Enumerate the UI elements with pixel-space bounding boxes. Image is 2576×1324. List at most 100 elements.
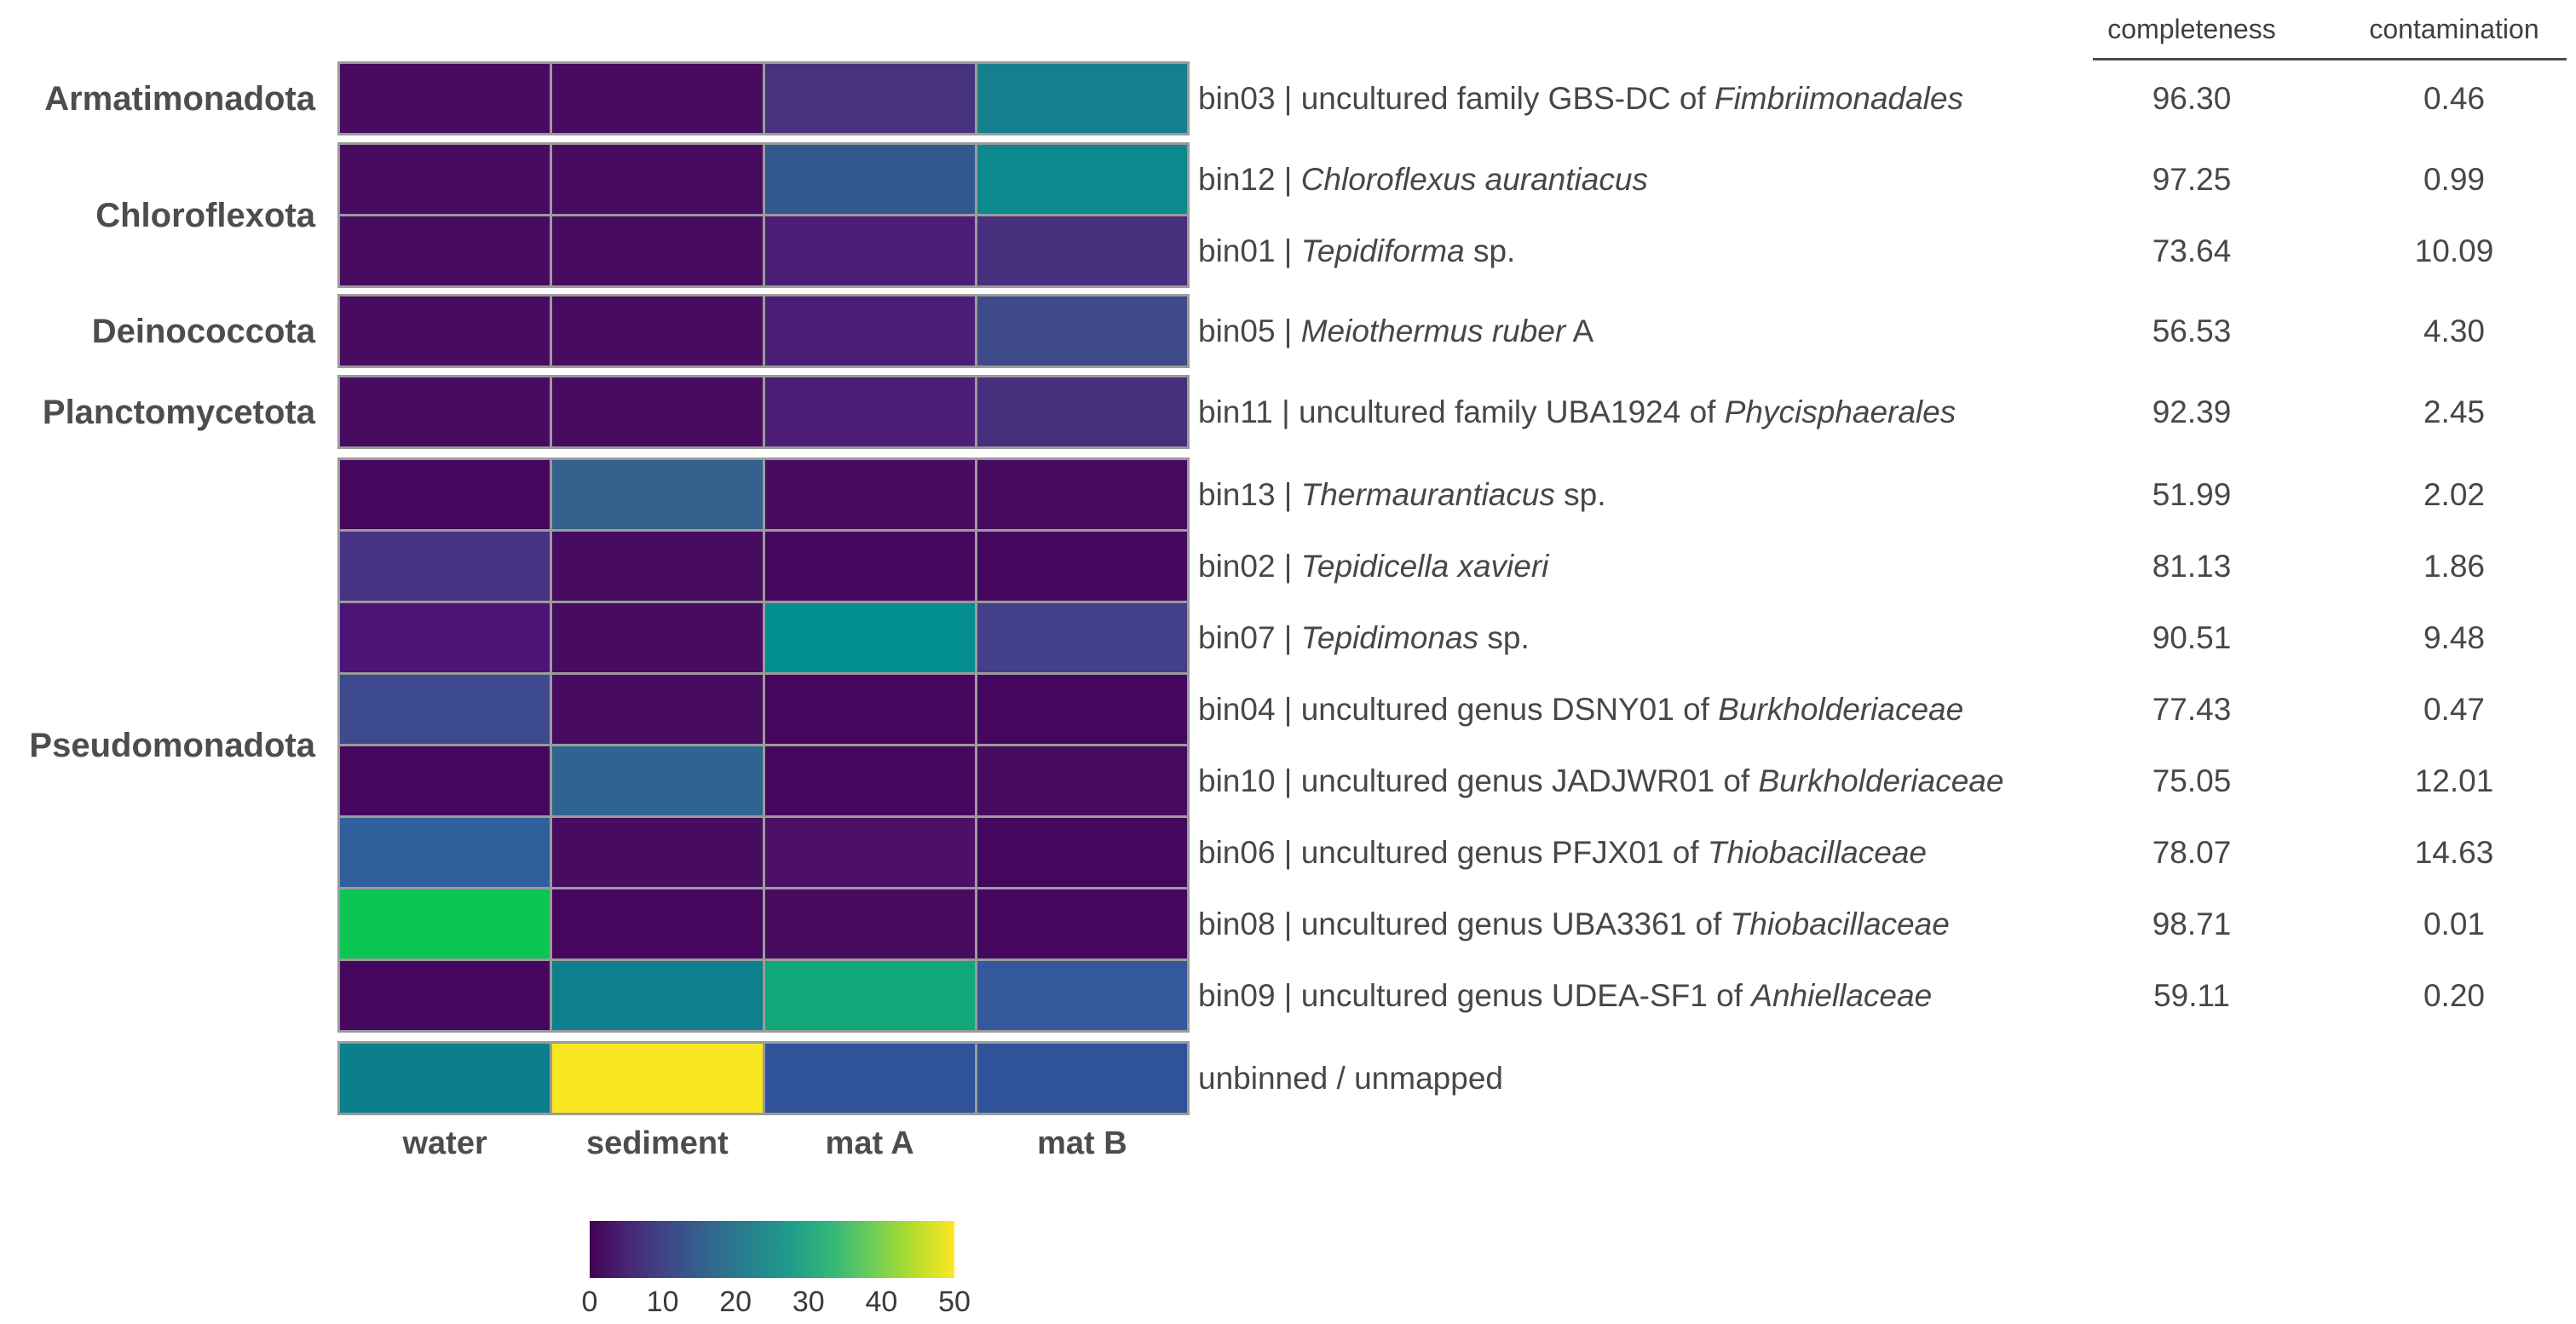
- cell-unbinned-sediment: [552, 1044, 763, 1113]
- bin-label-taxon-italic: Phycisphaerales: [1724, 394, 1956, 429]
- cell-bin01-mat A: [764, 216, 975, 285]
- cell-bin08-water: [340, 889, 550, 958]
- bin-label-text: bin10 | uncultured genus JADJWR01 of: [1198, 763, 1759, 798]
- cell-bin01-water: [340, 216, 550, 285]
- colorbar-tick-0: 0: [581, 1286, 598, 1318]
- bin-label-bin06: bin06 | uncultured genus PFJX01 of Thiob…: [1198, 832, 1927, 874]
- cell-unbinned-mat A: [764, 1044, 975, 1113]
- contamination-value-bin03: 0.46: [2423, 80, 2485, 116]
- bin-label-taxon-italic: Thermaurantiacus: [1300, 476, 1555, 512]
- completeness-value-bin08: 98.71: [2152, 906, 2232, 941]
- bin-label-taxon-italic: Anhiellaceae: [1751, 977, 1933, 1013]
- completeness-value-bin13: 51.99: [2152, 476, 2232, 512]
- colorbar-tick-20: 20: [719, 1286, 752, 1318]
- cell-bin10-water: [340, 746, 550, 815]
- heatmap-group-Pseudomonadota: [337, 458, 1190, 1033]
- colorbar-tick-10: 10: [646, 1286, 679, 1318]
- cell-bin01-mat B: [977, 216, 1187, 285]
- contamination-value-bin01: 10.09: [2414, 233, 2494, 268]
- cell-bin07-mat A: [764, 603, 975, 672]
- column-label-sediment: sediment: [585, 1125, 729, 1161]
- bin-label-taxon-italic: Tepidiforma: [1300, 233, 1465, 268]
- phylum-label-Planctomycetota: Planctomycetota: [42, 393, 315, 431]
- cell-bin05-water: [340, 296, 550, 366]
- bin-label-suffix: sp.: [1554, 476, 1606, 512]
- contamination-value-bin13: 2.02: [2423, 476, 2485, 512]
- cell-bin04-water: [340, 675, 550, 744]
- bin-label-taxon-italic: Fimbriimonadales: [1714, 80, 1963, 116]
- bin-label-text: bin11 | uncultured family UBA1924 of: [1198, 394, 1725, 429]
- cell-bin03-mat A: [764, 64, 975, 133]
- bin-label-taxon-italic: Chloroflexus aurantiacus: [1300, 161, 1648, 197]
- bin-label-taxon-italic: Thiobacillaceae: [1730, 906, 1950, 941]
- column-label-mat-B: mat B: [1037, 1125, 1127, 1161]
- cell-bin10-mat B: [977, 746, 1187, 815]
- cell-bin11-mat A: [764, 377, 975, 446]
- bin-label-text: bin13 |: [1198, 476, 1301, 512]
- cell-bin05-mat A: [764, 296, 975, 366]
- contamination-value-bin10: 12.01: [2414, 763, 2494, 798]
- bin-label-taxon-italic: Burkholderiaceae: [1718, 691, 1964, 727]
- completeness-value-bin06: 78.07: [2152, 834, 2232, 870]
- completeness-value-bin10: 75.05: [2152, 763, 2232, 798]
- bin-label-suffix: sp.: [1464, 233, 1516, 268]
- bin-label-text: bin02 |: [1198, 548, 1301, 584]
- bin-label-bin01: bin01 | Tepidiforma sp.: [1198, 230, 1515, 273]
- phylum-label-Deinococcota: Deinococcota: [91, 312, 315, 350]
- cell-bin12-mat B: [977, 145, 1187, 214]
- cell-bin05-mat B: [977, 296, 1187, 366]
- cell-bin06-water: [340, 818, 550, 887]
- contamination-value-bin09: 0.20: [2423, 977, 2485, 1013]
- bin-label-bin13: bin13 | Thermaurantiacus sp.: [1198, 474, 1606, 516]
- cell-bin13-mat B: [977, 460, 1187, 529]
- completeness-value-bin05: 56.53: [2152, 313, 2232, 348]
- cell-bin07-water: [340, 603, 550, 672]
- contamination-value-bin08: 0.01: [2423, 906, 2485, 941]
- bin-label-taxon-italic: Tepidimonas: [1300, 619, 1479, 655]
- table-header-rule: [2093, 58, 2567, 60]
- cell-bin02-sediment: [552, 532, 763, 601]
- completeness-header: completeness: [2107, 14, 2276, 44]
- completeness-value-bin11: 92.39: [2152, 394, 2232, 429]
- cell-bin03-water: [340, 64, 550, 133]
- cell-bin09-mat A: [764, 961, 975, 1030]
- column-label-mat-A: mat A: [825, 1125, 914, 1161]
- cell-bin03-mat B: [977, 64, 1187, 133]
- cell-bin08-sediment: [552, 889, 763, 958]
- cell-bin13-water: [340, 460, 550, 529]
- bin-label-taxon-italic: Meiothermus ruber: [1300, 313, 1566, 348]
- bin-label-taxon-italic: Thiobacillaceae: [1707, 834, 1927, 870]
- cell-bin12-mat A: [764, 145, 975, 214]
- cell-bin12-water: [340, 145, 550, 214]
- heatmap-group-Planctomycetota: [337, 375, 1190, 449]
- bin-label-text: bin04 | uncultured genus DSNY01 of: [1198, 691, 1719, 727]
- cell-bin12-sediment: [552, 145, 763, 214]
- colorbar-tick-40: 40: [865, 1286, 898, 1318]
- bin-label-suffix: A: [1565, 313, 1594, 348]
- contamination-header: contamination: [2369, 14, 2539, 44]
- cell-bin09-water: [340, 961, 550, 1030]
- colorbar-tick-30: 30: [792, 1286, 825, 1318]
- cell-bin06-mat B: [977, 818, 1187, 887]
- heatmap-group-Armatimonadota: [337, 61, 1190, 135]
- bin-label-text: bin06 | uncultured genus PFJX01 of: [1198, 834, 1708, 870]
- cell-bin13-mat A: [764, 460, 975, 529]
- cell-bin05-sediment: [552, 296, 763, 366]
- cell-bin06-mat A: [764, 818, 975, 887]
- cell-bin04-mat A: [764, 675, 975, 744]
- completeness-value-bin03: 96.30: [2152, 80, 2232, 116]
- bin-label-text: bin09 | uncultured genus UDEA-SF1 of: [1198, 977, 1752, 1013]
- completeness-value-bin09: 59.11: [2153, 977, 2230, 1013]
- cell-unbinned-water: [340, 1044, 550, 1113]
- bin-label-bin02: bin02 | Tepidicella xavieri: [1198, 545, 1548, 588]
- cell-bin11-sediment: [552, 377, 763, 446]
- contamination-value-bin12: 0.99: [2423, 161, 2485, 197]
- contamination-value-bin11: 2.45: [2423, 394, 2485, 429]
- phylum-label-Chloroflexota: Chloroflexota: [95, 196, 315, 234]
- bin-label-bin09: bin09 | uncultured genus UDEA-SF1 of Anh…: [1198, 975, 1932, 1017]
- bin-label-unbinned: unbinned / unmapped: [1198, 1057, 1503, 1100]
- completeness-value-bin07: 90.51: [2152, 619, 2232, 655]
- cell-bin06-sediment: [552, 818, 763, 887]
- cell-unbinned-mat B: [977, 1044, 1187, 1113]
- heatmap-group-Deinococcota: [337, 294, 1190, 368]
